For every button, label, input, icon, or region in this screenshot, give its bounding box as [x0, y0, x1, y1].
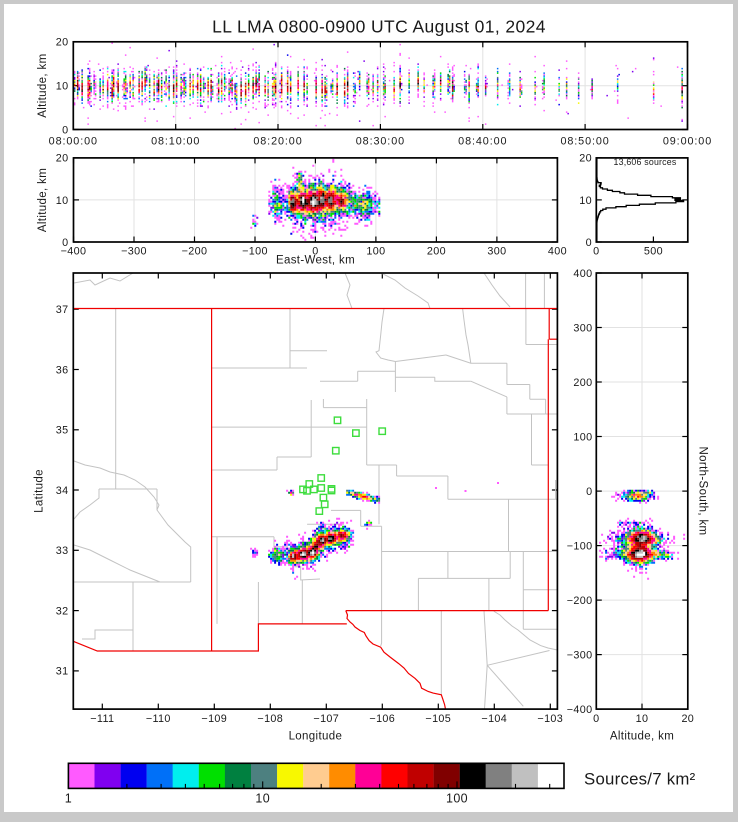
svg-text:0: 0 [312, 246, 318, 258]
svg-text:−104: −104 [481, 713, 507, 725]
svg-text:100: 100 [366, 246, 385, 258]
svg-text:20: 20 [56, 153, 69, 165]
svg-text:13,606 sources: 13,606 sources [614, 157, 677, 167]
svg-text:Altitude, km: Altitude, km [37, 53, 49, 117]
svg-text:20: 20 [56, 37, 69, 49]
svg-text:300: 300 [573, 322, 592, 334]
svg-text:0: 0 [586, 486, 592, 498]
svg-text:−103: −103 [537, 713, 563, 725]
svg-text:LL LMA 0800-0900 UTC August 01: LL LMA 0800-0900 UTC August 01, 2024 [212, 17, 546, 37]
svg-text:37: 37 [56, 304, 69, 316]
svg-text:200: 200 [573, 377, 592, 389]
svg-text:32: 32 [56, 605, 69, 617]
svg-text:10: 10 [56, 81, 69, 93]
svg-text:−400: −400 [61, 246, 87, 258]
svg-text:100: 100 [573, 431, 592, 443]
svg-text:0: 0 [593, 713, 599, 725]
svg-text:300: 300 [487, 246, 506, 258]
svg-text:−300: −300 [567, 649, 593, 661]
svg-text:0: 0 [62, 124, 68, 136]
svg-text:Sources/7 km²: Sources/7 km² [584, 770, 696, 789]
svg-text:34: 34 [56, 485, 69, 497]
svg-text:−109: −109 [201, 713, 227, 725]
svg-text:200: 200 [427, 246, 446, 258]
svg-text:36: 36 [56, 364, 69, 376]
svg-text:−100: −100 [242, 246, 268, 258]
svg-text:08:30:00: 08:30:00 [356, 136, 405, 148]
svg-text:500: 500 [644, 246, 663, 258]
svg-text:0: 0 [62, 237, 68, 249]
svg-text:−400: −400 [567, 704, 593, 716]
svg-text:1: 1 [65, 792, 72, 806]
svg-text:08:20:00: 08:20:00 [253, 136, 302, 148]
svg-text:08:40:00: 08:40:00 [458, 136, 507, 148]
svg-text:Altitude, km: Altitude, km [610, 731, 674, 743]
svg-text:10: 10 [255, 792, 270, 806]
svg-text:−105: −105 [425, 713, 451, 725]
svg-text:Longitude: Longitude [289, 731, 343, 743]
svg-text:10: 10 [636, 713, 649, 725]
svg-text:Altitude, km: Altitude, km [37, 168, 49, 232]
svg-text:100: 100 [446, 792, 468, 806]
svg-text:400: 400 [548, 246, 567, 258]
svg-text:−108: −108 [257, 713, 283, 725]
svg-text:Latitude: Latitude [34, 469, 46, 513]
svg-text:08:00:00: 08:00:00 [49, 136, 98, 148]
svg-text:20: 20 [579, 153, 592, 165]
svg-text:−106: −106 [369, 713, 395, 725]
svg-text:10: 10 [579, 195, 592, 207]
svg-text:20: 20 [681, 713, 694, 725]
svg-text:08:50:00: 08:50:00 [560, 136, 609, 148]
svg-text:10: 10 [56, 195, 69, 207]
svg-text:−300: −300 [121, 246, 147, 258]
svg-text:−111: −111 [90, 713, 114, 725]
svg-text:33: 33 [56, 545, 69, 557]
svg-text:East-West, km: East-West, km [276, 255, 355, 267]
svg-text:−110: −110 [146, 713, 171, 725]
svg-text:08:10:00: 08:10:00 [151, 136, 200, 148]
svg-text:0: 0 [593, 246, 599, 258]
svg-text:35: 35 [56, 425, 69, 437]
svg-text:North-South, km: North-South, km [697, 447, 709, 536]
svg-text:−200: −200 [567, 595, 593, 607]
svg-text:400: 400 [573, 268, 592, 280]
svg-text:09:00:00: 09:00:00 [663, 136, 712, 148]
svg-text:31: 31 [56, 666, 69, 678]
svg-text:−107: −107 [313, 713, 339, 725]
svg-text:−200: −200 [182, 246, 208, 258]
svg-text:0: 0 [586, 237, 592, 249]
svg-text:−100: −100 [567, 540, 593, 552]
